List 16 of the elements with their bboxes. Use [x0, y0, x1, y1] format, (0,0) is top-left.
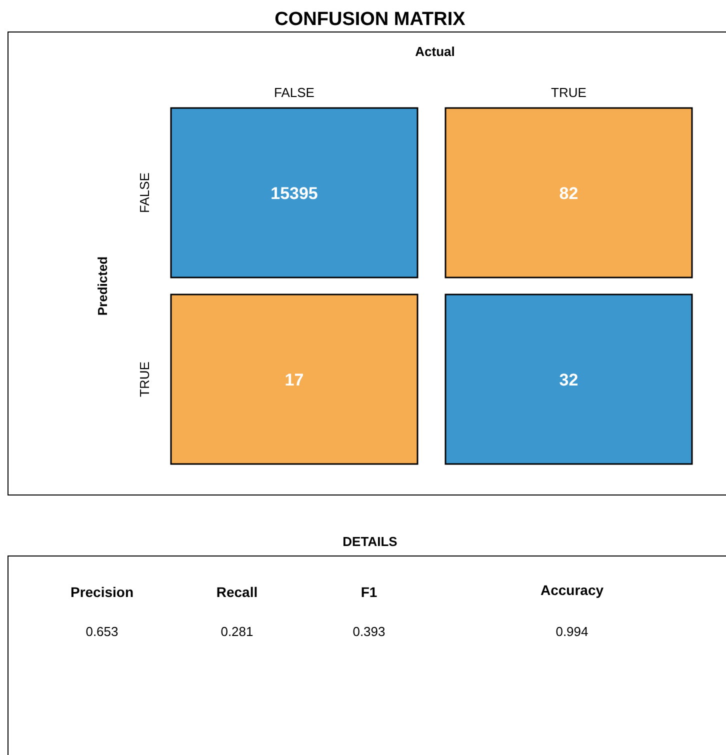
data-label: 17 [284, 370, 304, 390]
data-label: 0.994 [556, 624, 588, 639]
data-label: 82 [559, 184, 578, 203]
category-label: F1 [360, 584, 378, 600]
category-label: Accuracy [540, 582, 604, 598]
x-axis-title: Actual [415, 44, 455, 59]
category-label: Recall [216, 584, 258, 600]
data-label: 0.393 [352, 624, 386, 639]
data-label: 0.653 [86, 624, 118, 639]
text: DETAILS [342, 534, 398, 549]
chart-title: CONFUSION MATRIX [274, 9, 466, 30]
data-label: 0.281 [220, 624, 254, 639]
y-axis-title: Predicted [95, 256, 110, 316]
data-label: 32 [559, 370, 578, 390]
category-label: Precision [70, 584, 134, 600]
data-label: 15395 [270, 184, 318, 203]
